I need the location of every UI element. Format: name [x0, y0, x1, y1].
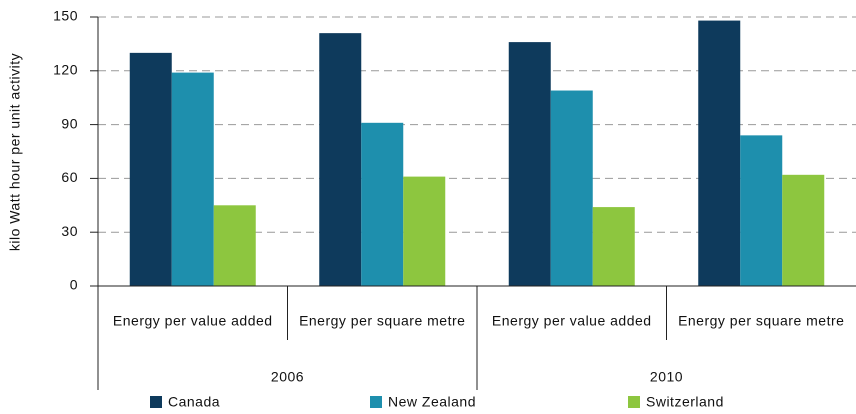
- bar: [592, 207, 635, 286]
- x-tick-label: Energy per value added: [113, 313, 273, 329]
- group-label: 2010: [650, 369, 683, 385]
- y-tick-label: 150: [53, 8, 78, 24]
- bar: [508, 42, 551, 287]
- bar: [740, 135, 783, 286]
- y-tick-label: 120: [53, 62, 78, 78]
- bar: [361, 122, 404, 286]
- group-label: 2006: [271, 369, 304, 385]
- x-tick-label: Energy per square metre: [678, 313, 844, 329]
- legend-swatch: [370, 396, 382, 408]
- y-tick-label: 60: [61, 169, 78, 185]
- x-tick-label: Energy per value added: [492, 313, 652, 329]
- legend-swatch: [628, 396, 640, 408]
- legend-label: New Zealand: [388, 394, 476, 410]
- bar: [698, 20, 741, 286]
- bar: [550, 90, 593, 286]
- y-axis-label: kilo Watt hour per unit activity: [7, 53, 23, 251]
- bar: [129, 52, 172, 286]
- bar: [213, 205, 256, 286]
- bar: [403, 176, 446, 286]
- bar: [782, 174, 825, 286]
- legend-label: Canada: [168, 394, 220, 410]
- legend-swatch: [150, 396, 162, 408]
- bar: [171, 72, 214, 287]
- legend-label: Switzerland: [646, 394, 724, 410]
- y-tick-label: 0: [70, 277, 78, 293]
- y-tick-label: 90: [61, 115, 78, 131]
- x-tick-label: Energy per square metre: [299, 313, 465, 329]
- y-tick-label: 30: [61, 223, 78, 239]
- bar: [319, 33, 362, 286]
